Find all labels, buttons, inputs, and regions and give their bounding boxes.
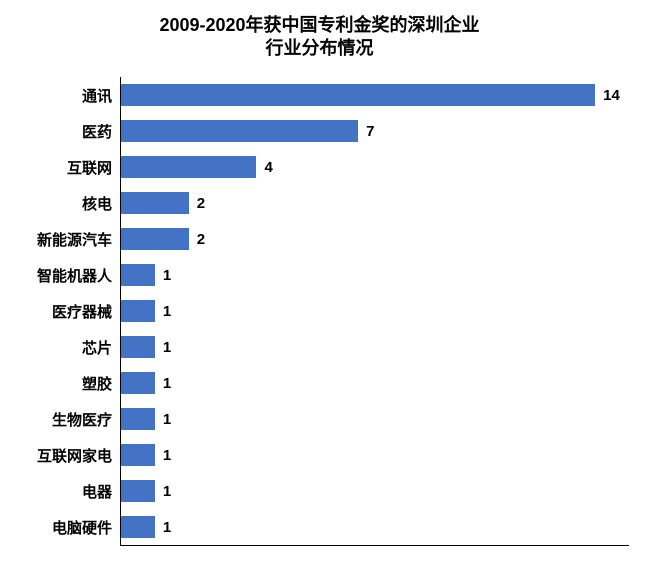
chart-title-line1: 2009-2020年获中国专利金奖的深圳企业 bbox=[159, 15, 479, 35]
bar-area: 2 bbox=[120, 221, 629, 257]
bar-row: 互联网 4 bbox=[10, 149, 629, 185]
bar-area: 2 bbox=[120, 185, 629, 221]
bar-area: 1 bbox=[120, 293, 629, 329]
bar-row: 芯片 1 bbox=[10, 329, 629, 365]
bar bbox=[121, 84, 595, 106]
bar-row: 核电 2 bbox=[10, 185, 629, 221]
category-label: 通讯 bbox=[10, 85, 120, 106]
bar-area: 1 bbox=[120, 473, 629, 509]
bar bbox=[121, 300, 155, 322]
bar-area: 14 bbox=[120, 77, 629, 113]
category-label: 互联网 bbox=[10, 157, 120, 178]
industry-bar-chart: 2009-2020年获中国专利金奖的深圳企业 行业分布情况 通讯14医药7互联网… bbox=[0, 0, 657, 566]
bar-value: 14 bbox=[603, 87, 620, 104]
bar-row: 电器 1 bbox=[10, 473, 629, 509]
bar-value: 1 bbox=[163, 411, 171, 428]
bar-value: 1 bbox=[163, 447, 171, 464]
bar-area: 1 bbox=[120, 401, 629, 437]
bar-area: 1 bbox=[120, 257, 629, 293]
bar bbox=[121, 264, 155, 286]
bar-row: 塑胶 1 bbox=[10, 365, 629, 401]
category-label: 互联网家电 bbox=[10, 445, 120, 466]
category-label: 芯片 bbox=[10, 337, 120, 358]
bar-value: 1 bbox=[163, 303, 171, 320]
category-label: 医药 bbox=[10, 121, 120, 142]
category-label: 电脑硬件 bbox=[10, 517, 120, 538]
bar bbox=[121, 336, 155, 358]
bar-value: 4 bbox=[264, 159, 272, 176]
category-label: 生物医疗 bbox=[10, 409, 120, 430]
bar-value: 2 bbox=[197, 231, 205, 248]
bar-row: 智能机器人 1 bbox=[10, 257, 629, 293]
bar-value: 7 bbox=[366, 123, 374, 140]
bar-area: 1 bbox=[120, 365, 629, 401]
bar bbox=[121, 408, 155, 430]
bar bbox=[121, 372, 155, 394]
bar-area: 1 bbox=[120, 329, 629, 365]
bar-value: 1 bbox=[163, 519, 171, 536]
category-label: 核电 bbox=[10, 193, 120, 214]
bar-row: 互联网家电 1 bbox=[10, 437, 629, 473]
bar-row: 通讯 14 bbox=[10, 77, 629, 113]
bar bbox=[121, 120, 358, 142]
bar-value: 1 bbox=[163, 375, 171, 392]
bar-value: 1 bbox=[163, 339, 171, 356]
bar-value: 2 bbox=[197, 195, 205, 212]
bar-row: 新能源汽车 2 bbox=[10, 221, 629, 257]
bar-area: 1 bbox=[120, 437, 629, 473]
bar-value: 1 bbox=[163, 267, 171, 284]
bar bbox=[121, 444, 155, 466]
x-axis bbox=[10, 545, 629, 551]
bar-area: 7 bbox=[120, 113, 629, 149]
chart-title-line2: 行业分布情况 bbox=[266, 38, 374, 58]
bar bbox=[121, 156, 256, 178]
bar-value: 1 bbox=[163, 483, 171, 500]
category-label: 智能机器人 bbox=[10, 265, 120, 286]
bar bbox=[121, 228, 189, 250]
bar-row: 生物医疗 1 bbox=[10, 401, 629, 437]
bar bbox=[121, 516, 155, 538]
bar-row: 医疗器械 1 bbox=[10, 293, 629, 329]
bar bbox=[121, 192, 189, 214]
bar bbox=[121, 480, 155, 502]
bar-area: 1 bbox=[120, 509, 629, 545]
bar-row: 电脑硬件 1 bbox=[10, 509, 629, 545]
category-label: 医疗器械 bbox=[10, 301, 120, 322]
bar-area: 4 bbox=[120, 149, 629, 185]
category-label: 塑胶 bbox=[10, 373, 120, 394]
category-label: 新能源汽车 bbox=[10, 229, 120, 250]
chart-title: 2009-2020年获中国专利金奖的深圳企业 行业分布情况 bbox=[10, 14, 629, 59]
bar-row: 医药 7 bbox=[10, 113, 629, 149]
chart-plot-area: 通讯14医药7互联网4核电2新能源汽车2智能机器人1医疗器械1芯片1塑胶1生物医… bbox=[10, 77, 629, 551]
category-label: 电器 bbox=[10, 481, 120, 502]
